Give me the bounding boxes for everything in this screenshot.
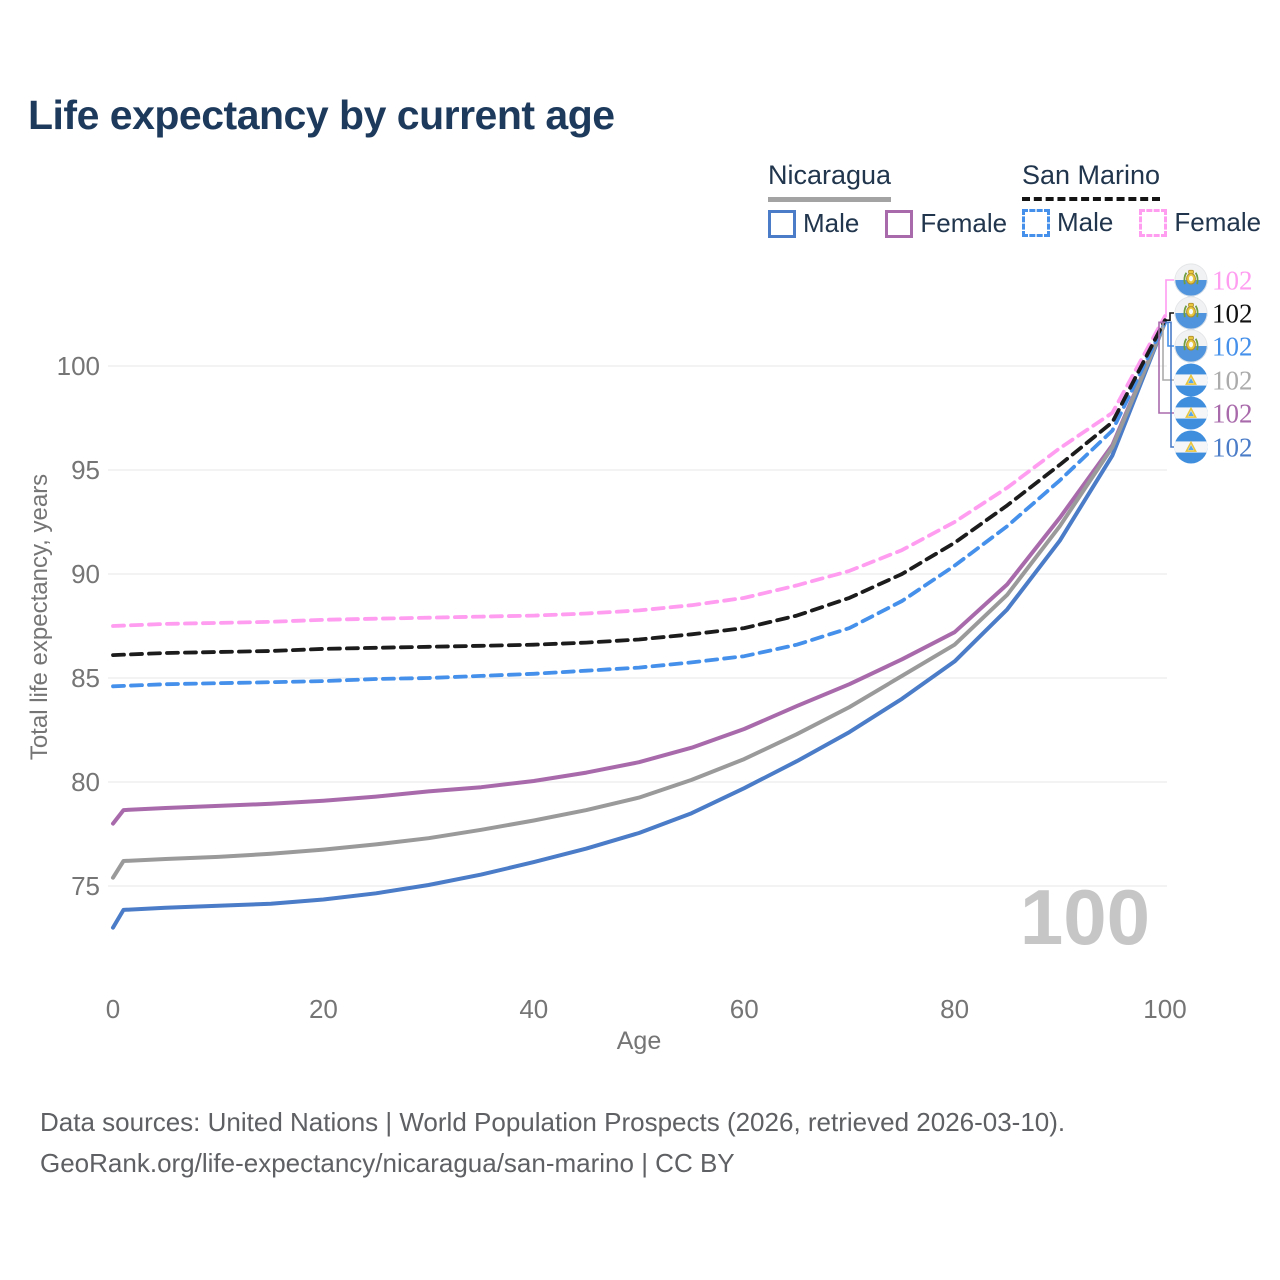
end-value-label: 102 (1212, 332, 1253, 362)
leader-line (1165, 321, 1174, 347)
x-tick-label: 100 (1143, 994, 1186, 1024)
legend-item-nicaragua-female[interactable]: Female (885, 208, 1007, 239)
legend-swatch-nicaragua-male (768, 209, 796, 238)
legend-group-san-marino: San Marino Male Female (1022, 160, 1261, 238)
legend-country-san-marino: San Marino (1022, 160, 1161, 201)
page-title: Life expectancy by current age (28, 92, 615, 138)
x-axis-title: Age (617, 1027, 661, 1055)
legend-swatch-san-marino-female (1139, 208, 1168, 237)
end-value-label: 102 (1212, 366, 1253, 396)
x-tick-label: 0 (106, 994, 120, 1024)
leader-line (1158, 321, 1174, 414)
legend-swatch-nicaragua-female (885, 209, 914, 238)
end-value-label: 102 (1212, 299, 1253, 329)
legend-country-nicaragua: Nicaragua (768, 160, 892, 202)
leader-line (1165, 279, 1174, 317)
end-value-label: 102 (1212, 266, 1253, 296)
y-axis-title: Total life expectancy, years (26, 474, 53, 760)
leader-line (1165, 321, 1174, 448)
x-tick-label: 80 (940, 994, 969, 1024)
flag-icon-nicaragua (1175, 397, 1208, 430)
series-line-san-marino-male (111, 320, 1167, 689)
y-tick-label: 75 (71, 871, 100, 901)
gridlines (108, 365, 1167, 887)
series-lines (111, 314, 1167, 930)
flag-icon-san-marino (1175, 297, 1208, 330)
x-tick-label: 60 (730, 994, 759, 1024)
legend-item-san-marino-female[interactable]: Female (1139, 207, 1261, 238)
legend-label-nicaragua-male: Male (803, 208, 860, 238)
legend-group-nicaragua: Nicaragua Male Female (768, 160, 1007, 239)
watermark: 100 (1020, 873, 1150, 961)
series-line-nicaragua-female (111, 320, 1167, 826)
footer-sources: Data sources: United Nations | World Pop… (40, 1107, 1066, 1137)
y-tick-label: 85 (71, 663, 100, 693)
legend-label-nicaragua-female: Female (920, 208, 1008, 238)
flag-icon-nicaragua (1175, 431, 1208, 464)
footer: Data sources: United Nations | World Pop… (40, 1102, 1065, 1184)
flag-icon-san-marino (1175, 330, 1208, 363)
watermark-age: 100 (1020, 873, 1150, 961)
end-value-label: 102 (1212, 399, 1253, 429)
y-tick-label: 90 (71, 559, 100, 589)
legend-swatch-san-marino-male (1022, 208, 1050, 237)
x-tick-label: 40 (519, 994, 548, 1024)
y-tick-label: 95 (71, 455, 100, 485)
series-line-san-marino-total (111, 318, 1167, 657)
series-line-nicaragua-male (111, 320, 1167, 930)
legend-label-san-marino-male: Male (1057, 207, 1114, 237)
leader-line (1165, 312, 1174, 321)
footer-attribution: GeoRank.org/life-expectancy/nicaragua/sa… (40, 1148, 735, 1178)
axis-labels: 75 80 85 90 95 100 0 20 40 60 80 100 Age Total life e… (26, 351, 1187, 1055)
legend-item-san-marino-male[interactable]: Male (1022, 207, 1113, 238)
legend-label-san-marino-female: Female (1174, 207, 1262, 237)
series-line-san-marino-female (111, 314, 1167, 628)
flag-icon-san-marino (1175, 264, 1208, 297)
y-tick-label: 100 (57, 351, 100, 381)
end-value-label: 102 (1212, 433, 1253, 463)
legend-item-nicaragua-male[interactable]: Male (768, 208, 859, 239)
flag-icon-nicaragua (1175, 364, 1208, 397)
series-line-nicaragua-total (111, 320, 1167, 880)
x-tick-label: 20 (309, 994, 338, 1024)
y-tick-label: 80 (71, 767, 100, 797)
